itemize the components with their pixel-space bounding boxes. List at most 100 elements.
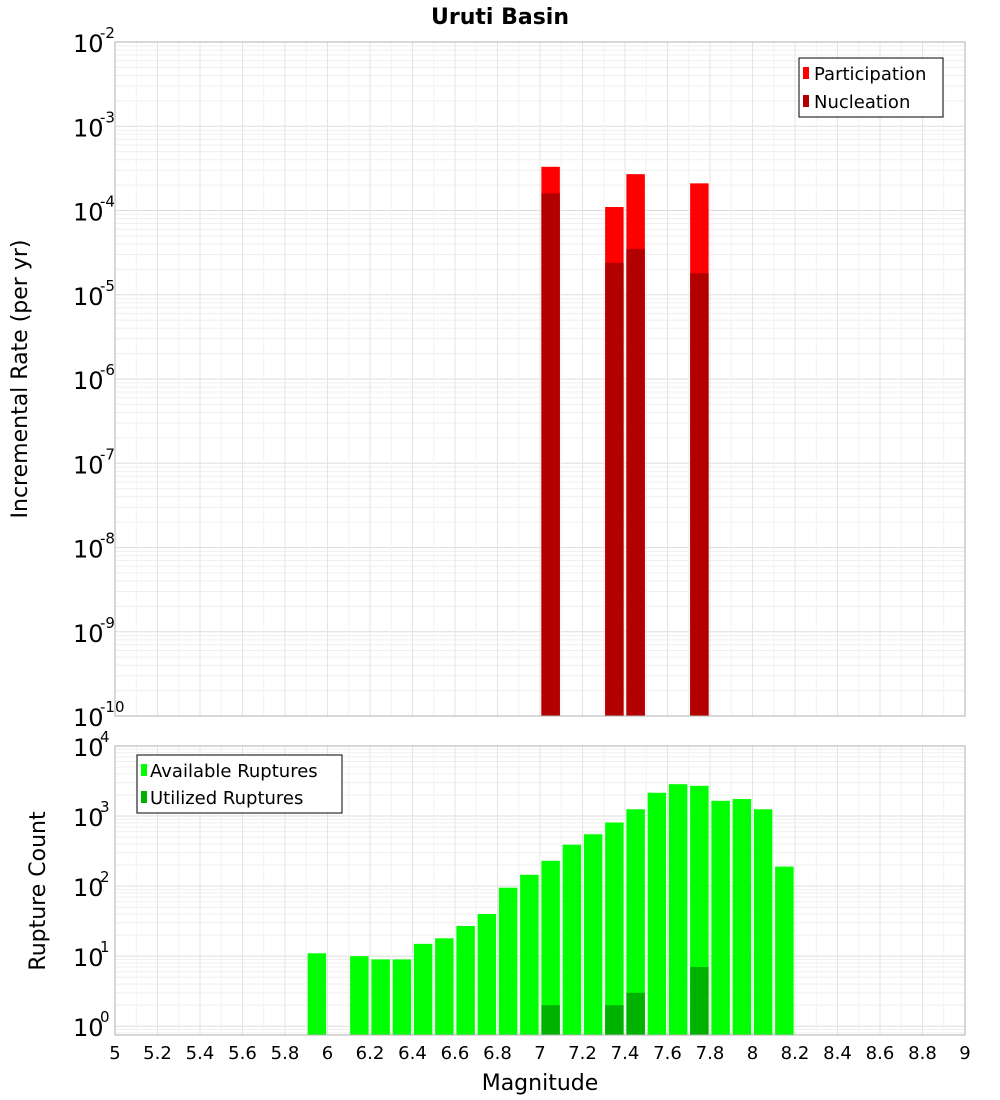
top-y-tick--6: 10-6 — [73, 361, 115, 395]
x-tick-6.6: 6.6 — [441, 1043, 470, 1064]
top-y-tick--8: 10-8 — [73, 530, 115, 564]
bottom-y-tick-base: 10 — [73, 944, 104, 972]
legend-label-utilized: Utilized Ruptures — [150, 788, 303, 809]
top-y-tick-base: 10 — [73, 30, 104, 58]
available-bar-7.95 — [732, 799, 752, 1035]
top-y-tick-exponent: -2 — [100, 24, 115, 42]
bottom-y-tick-base: 10 — [73, 1014, 104, 1042]
top-legend-box — [798, 57, 944, 118]
x-tick-5.8: 5.8 — [271, 1043, 300, 1064]
nucleation-bar-7.35 — [605, 262, 624, 716]
bottom-legend: Available Ruptures Utilized Ruptures — [136, 754, 343, 814]
bottom-y-tick-exponent: 4 — [100, 728, 110, 746]
available-bar-7.55 — [647, 792, 667, 1035]
top-y-tick--7: 10-7 — [73, 445, 115, 479]
top-y-tick-exponent: -7 — [100, 445, 115, 463]
available-bar-6.75 — [477, 914, 497, 1035]
available-bar-6.95 — [520, 874, 539, 1035]
x-axis-label: Magnitude — [482, 1071, 599, 1096]
x-tick-7.8: 7.8 — [696, 1043, 725, 1064]
x-tick-6.8: 6.8 — [483, 1043, 512, 1064]
x-tick-5: 5 — [109, 1043, 120, 1064]
utilized-bar-7.75 — [690, 967, 709, 1035]
available-bar-8.05 — [753, 809, 773, 1035]
top-y-tick--9: 10-9 — [73, 614, 115, 648]
top-y-tick-base: 10 — [73, 536, 104, 564]
top-y-tick-base: 10 — [73, 114, 104, 142]
top-legend: Participation Nucleation — [798, 57, 944, 118]
bottom-y-tick-4: 104 — [73, 728, 110, 762]
utilized-bar-7.45 — [626, 992, 645, 1035]
utilized-bar-7.05 — [541, 1005, 560, 1035]
available-bar-7.65 — [668, 784, 688, 1035]
legend-swatch-utilized — [141, 791, 147, 803]
nucleation-bar-7.05 — [541, 193, 560, 717]
x-tick-8.4: 8.4 — [823, 1043, 852, 1064]
available-bar-7.85 — [711, 800, 730, 1035]
top-y-tick-exponent: -5 — [100, 277, 115, 295]
legend-label-available: Available Ruptures — [150, 761, 318, 782]
x-tick-7.2: 7.2 — [568, 1043, 597, 1064]
available-bar-7.25 — [583, 834, 603, 1035]
top-y-tick-exponent: -9 — [100, 614, 115, 632]
available-bar-6.55 — [435, 938, 454, 1035]
legend-label-nucleation: Nucleation — [814, 92, 910, 113]
bottom-y-tick-0: 100 — [73, 1008, 110, 1042]
bottom-y-tick-1: 101 — [73, 938, 110, 972]
top-y-tick-base: 10 — [73, 704, 104, 732]
x-tick-8.8: 8.8 — [908, 1043, 937, 1064]
available-bar-7.45 — [626, 809, 645, 1035]
bottom-y-tick-base: 10 — [73, 734, 104, 762]
bottom-y-tick-exponent: 2 — [100, 868, 110, 886]
x-tick-9: 9 — [959, 1043, 970, 1064]
top-y-tick-exponent: -8 — [100, 530, 115, 548]
bottom-y-tick-2: 102 — [73, 868, 110, 902]
top-y-axis-label: Incremental Rate (per yr) — [8, 240, 33, 519]
top-y-tick--2: 10-2 — [73, 24, 115, 58]
top-y-tick-base: 10 — [73, 199, 104, 227]
nucleation-bar-7.75 — [690, 273, 709, 716]
available-bar-6.85 — [498, 887, 518, 1035]
legend-swatch-participation — [803, 67, 809, 79]
available-bar-6.45 — [413, 943, 433, 1035]
top-plot-frame — [114, 41, 966, 717]
top-y-tick-exponent: -3 — [100, 108, 115, 126]
top-y-tick-base: 10 — [73, 283, 104, 311]
available-bar-6.15 — [350, 956, 369, 1035]
legend-label-participation: Participation — [814, 64, 926, 85]
bottom-y-tick-base: 10 — [73, 804, 104, 832]
legend-swatch-nucleation — [803, 95, 809, 107]
x-tick-7.4: 7.4 — [611, 1043, 640, 1064]
top-y-tick-base: 10 — [73, 451, 104, 479]
bottom-y-tick-exponent: 0 — [100, 1008, 110, 1026]
top-y-tick-exponent: -10 — [100, 698, 125, 716]
available-bar-7.15 — [562, 844, 582, 1035]
x-tick-8: 8 — [747, 1043, 758, 1064]
bottom-y-tick-3: 103 — [73, 798, 110, 832]
available-bar-6.25 — [371, 959, 390, 1035]
top-y-tick-base: 10 — [73, 367, 104, 395]
available-bar-7.05 — [541, 860, 560, 1035]
utilized-bar-7.35 — [605, 1005, 624, 1035]
top-y-tick-exponent: -6 — [100, 361, 115, 379]
bottom-y-axis-label: Rupture Count — [26, 811, 51, 971]
top-gridlines — [114, 42, 966, 717]
x-tick-6: 6 — [322, 1043, 333, 1064]
x-tick-8.6: 8.6 — [866, 1043, 895, 1064]
bottom-y-tick-exponent: 1 — [100, 938, 110, 956]
top-bars — [541, 166, 709, 717]
x-tick-5.4: 5.4 — [186, 1043, 215, 1064]
chart-title: Uruti Basin — [431, 5, 569, 30]
x-tick-7: 7 — [534, 1043, 545, 1064]
x-tick-7.6: 7.6 — [653, 1043, 682, 1064]
x-tick-5.6: 5.6 — [228, 1043, 257, 1064]
bottom-y-tick-exponent: 3 — [100, 798, 110, 816]
bottom-plot-frame — [114, 745, 966, 1036]
nucleation-bar-7.45 — [626, 248, 645, 716]
top-y-tick-base: 10 — [73, 620, 104, 648]
